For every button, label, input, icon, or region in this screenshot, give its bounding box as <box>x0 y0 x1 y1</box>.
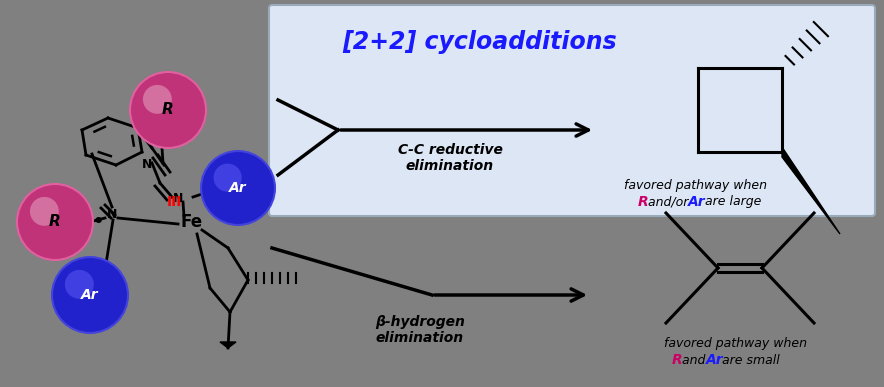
Circle shape <box>30 197 59 226</box>
FancyBboxPatch shape <box>269 5 875 216</box>
Text: C-C reductive
elimination: C-C reductive elimination <box>398 143 502 173</box>
Text: and: and <box>678 353 710 366</box>
Text: Fe: Fe <box>181 213 203 231</box>
Text: III: III <box>166 195 182 209</box>
Text: favored pathway when: favored pathway when <box>664 337 806 349</box>
Text: [2+2] cycloadditions: [2+2] cycloadditions <box>343 30 617 54</box>
Text: R: R <box>672 353 682 367</box>
Circle shape <box>130 72 206 148</box>
Text: Ar: Ar <box>81 288 99 302</box>
Text: Ar: Ar <box>229 181 247 195</box>
Text: N: N <box>107 209 118 221</box>
Text: Ar: Ar <box>705 353 723 367</box>
Circle shape <box>65 270 94 299</box>
Text: Ar: Ar <box>689 195 705 209</box>
Polygon shape <box>220 342 236 348</box>
Circle shape <box>17 184 93 260</box>
Text: favored pathway when: favored pathway when <box>623 178 766 192</box>
Text: R: R <box>162 103 174 118</box>
Polygon shape <box>782 147 840 234</box>
Circle shape <box>52 257 128 333</box>
Circle shape <box>143 85 171 114</box>
Circle shape <box>201 151 275 225</box>
Text: are small: are small <box>718 353 780 366</box>
Text: and/or: and/or <box>644 195 692 209</box>
Text: β-hydrogen
elimination: β-hydrogen elimination <box>375 315 465 345</box>
Circle shape <box>214 164 241 192</box>
Text: N: N <box>172 192 183 204</box>
Text: N: N <box>141 159 152 171</box>
Text: R: R <box>50 214 61 229</box>
Text: R: R <box>638 195 649 209</box>
Text: are large: are large <box>701 195 761 209</box>
Text: •: • <box>91 212 104 232</box>
